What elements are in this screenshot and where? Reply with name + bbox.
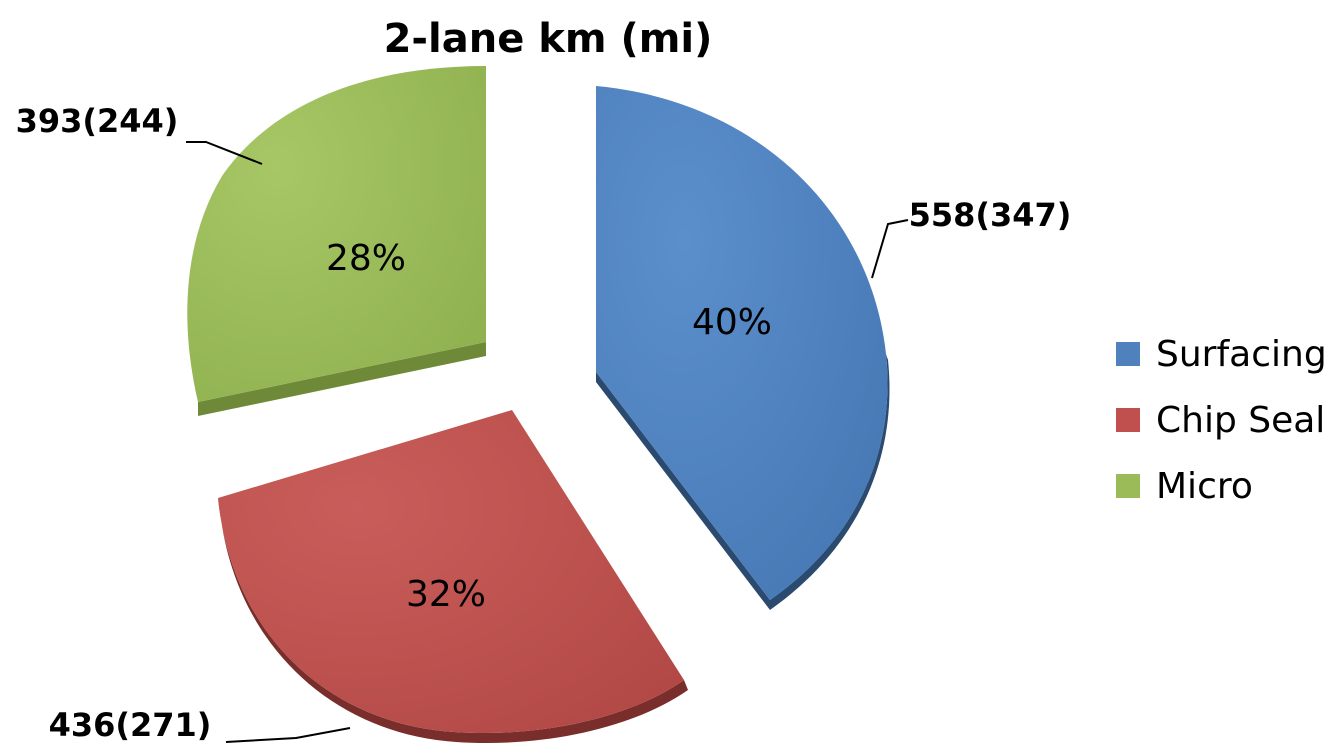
leader-line-micro <box>186 141 263 165</box>
legend: Surfacing Chip Seal Micro <box>1116 334 1327 507</box>
legend-item-micro: Micro <box>1116 466 1253 507</box>
value-label-surfacing: 558(347) <box>909 196 1072 234</box>
percent-label-micro: 28% <box>326 238 406 279</box>
slice-surfacing <box>596 86 890 610</box>
pie-slices <box>187 66 890 744</box>
slice-top-surfacing <box>596 86 888 600</box>
legend-label-chip-seal: Chip Seal <box>1156 400 1325 441</box>
value-label-micro: 393(244) <box>16 102 179 140</box>
legend-swatch-surfacing <box>1116 342 1140 366</box>
legend-label-micro: Micro <box>1156 466 1253 507</box>
chart-title: 2-lane km (mi) <box>384 16 713 62</box>
slice-top-micro <box>187 66 487 402</box>
legend-item-chip-seal: Chip Seal <box>1116 400 1325 441</box>
leader-line-surfacing <box>871 219 909 279</box>
slice-chip-seal <box>218 410 688 744</box>
legend-label-surfacing: Surfacing <box>1156 334 1327 375</box>
legend-swatch-micro <box>1116 474 1140 498</box>
legend-item-surfacing: Surfacing <box>1116 334 1327 375</box>
percent-label-chip-seal: 32% <box>406 574 486 615</box>
slice-side-micro <box>198 342 486 416</box>
percent-label-surfacing: 40% <box>692 302 772 343</box>
pie-labels: 40% 558(347) 32% 436(271) 28% 393(244) <box>16 102 1072 744</box>
legend-swatch-chip-seal <box>1116 408 1140 432</box>
value-label-chip-seal: 436(271) <box>49 706 212 744</box>
leader-line-chip-seal <box>225 727 351 743</box>
slice-top-chip-seal <box>218 410 684 734</box>
slice-side-surfacing <box>596 372 770 610</box>
slice-micro <box>187 66 487 416</box>
